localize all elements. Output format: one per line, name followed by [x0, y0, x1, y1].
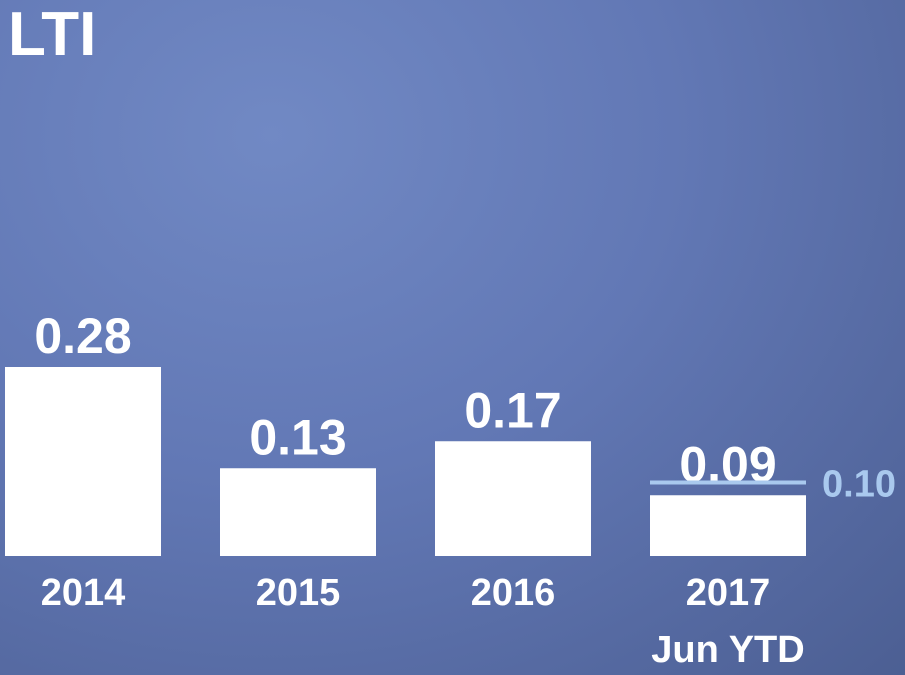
x-tick-label-0: 2014: [41, 572, 126, 614]
bar-2: [435, 441, 591, 556]
data-label-0: 0.28: [34, 308, 131, 364]
chart-title: LTI: [8, 0, 97, 69]
x-tick-label-3: 2017: [686, 572, 771, 614]
target-label: 0.10: [822, 464, 896, 506]
bar-3: [650, 495, 806, 556]
x-tick-label-2: 2016: [471, 572, 556, 614]
data-label-2: 0.17: [464, 382, 561, 438]
bar-1: [220, 468, 376, 556]
data-label-1: 0.13: [249, 409, 346, 465]
x-tick-label-1: 2015: [256, 572, 341, 614]
bar-0: [5, 367, 161, 556]
x-tick-label-3-line-1: Jun YTD: [651, 629, 804, 671]
